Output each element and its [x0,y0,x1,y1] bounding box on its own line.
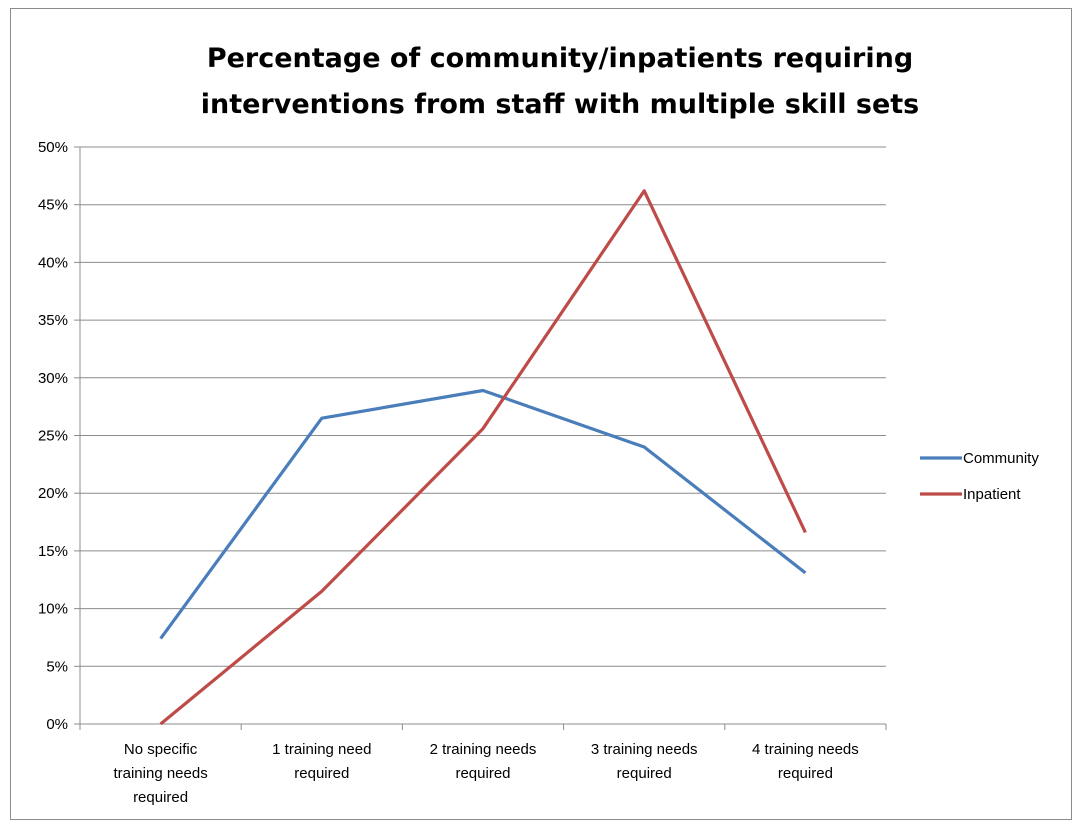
x-category-label-line: 3 training needs [591,741,698,758]
x-category-label: 4 training needs required [752,741,859,782]
x-category-label: No specific training needs required [113,741,207,806]
x-category-label-line: 2 training needs [430,741,537,758]
x-category-label-line: No specific [124,741,198,758]
series-line-inpatient [159,189,807,726]
x-category-label-line: required [778,765,833,782]
x-category-label-line: 1 training need [272,741,371,758]
y-tick-label: 20% [38,485,68,502]
x-category-label: 3 training needs required [591,741,698,782]
chart-title-line-1: Percentage of community/inpatients requi… [206,43,914,74]
x-category-label-line: required [617,765,672,782]
x-category-label: 2 training needs required [430,741,537,782]
series-lines [159,189,807,726]
gridlines [80,146,886,667]
x-category-label-line: training needs [113,765,207,782]
legend-label-community: Community [963,450,1039,467]
y-tick-labels: 0% 5% 10% 15% 20% 25% 30% 35% 40% 45% 50% [38,139,68,733]
chart-title: Percentage of community/inpatients requi… [60,36,1060,128]
y-tick-label: 45% [38,197,68,214]
y-tick-label: 10% [38,601,68,618]
x-category-label-line: 4 training needs [752,741,859,758]
legend-label-inpatient: Inpatient [963,486,1021,503]
y-tick-label: 40% [38,254,68,271]
chart-title-line-2: interventions from staff with multiple s… [200,89,920,120]
y-tick-label: 50% [38,139,68,156]
axes [74,146,887,730]
y-tick-label: 0% [46,716,68,733]
y-tick-label: 5% [46,658,68,675]
y-tick-label: 15% [38,543,68,560]
y-tick-label: 35% [38,312,68,329]
x-category-label: 1 training need required [272,741,371,782]
x-category-label-line: required [133,789,188,806]
y-tick-label: 30% [38,370,68,387]
y-tick-label: 25% [38,428,68,445]
x-category-label-line: required [455,765,510,782]
chart-frame [10,8,1072,820]
x-category-label-line: required [294,765,349,782]
legend: Community Inpatient [920,450,1039,503]
